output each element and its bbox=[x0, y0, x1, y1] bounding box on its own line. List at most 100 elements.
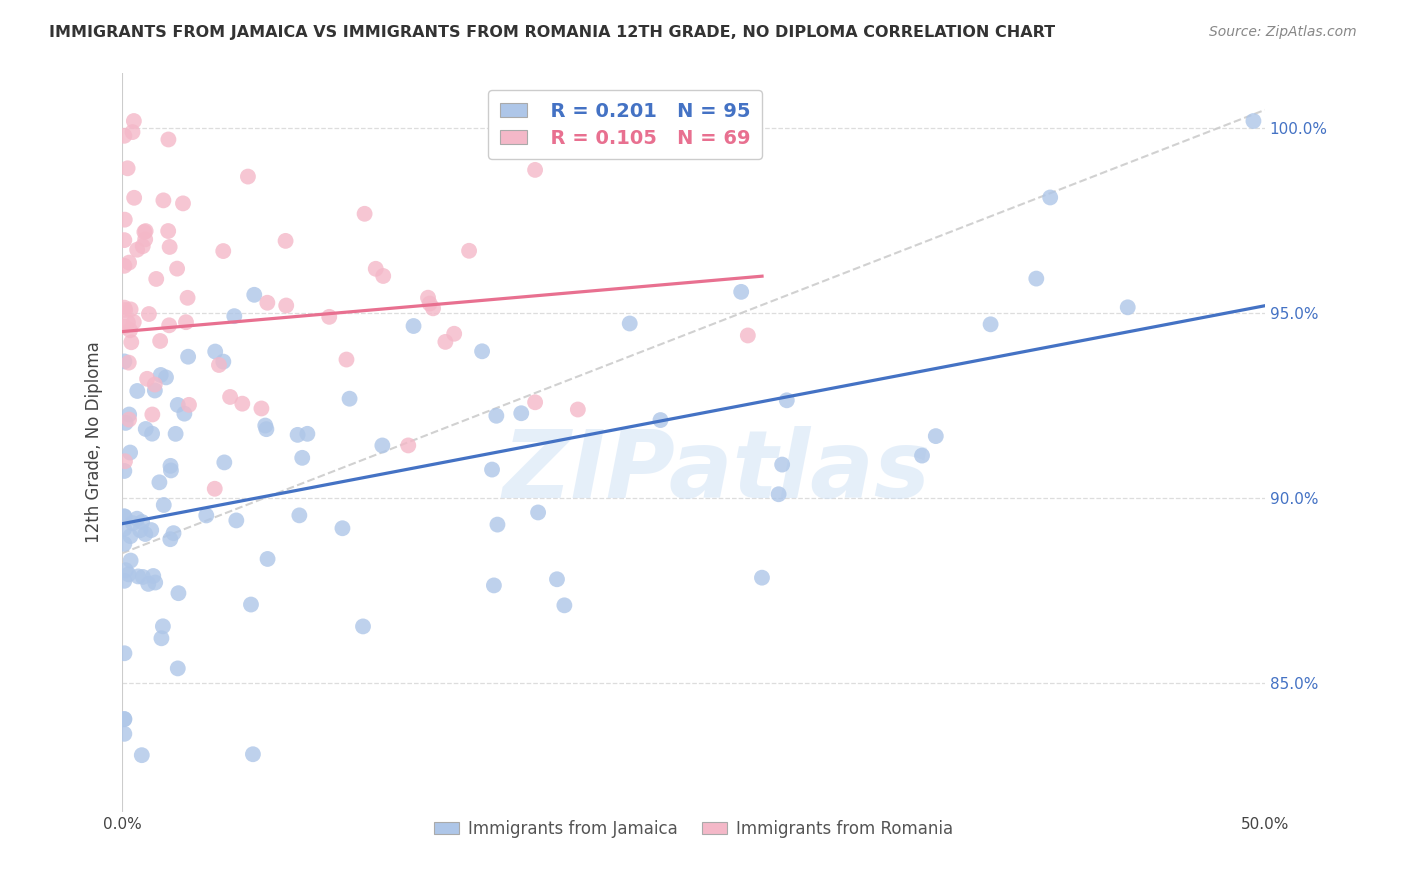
Point bbox=[339, 392, 361, 406]
Point bbox=[112, 509, 135, 524]
Point bbox=[112, 712, 135, 726]
Point bbox=[120, 302, 142, 317]
Point bbox=[117, 161, 139, 176]
Point bbox=[152, 498, 174, 512]
Point bbox=[166, 661, 188, 675]
Point bbox=[1116, 301, 1139, 315]
Point bbox=[114, 563, 136, 577]
Point bbox=[1025, 271, 1047, 285]
Point bbox=[117, 567, 139, 582]
Point bbox=[118, 408, 141, 422]
Point bbox=[152, 194, 174, 208]
Point bbox=[135, 422, 157, 436]
Text: Source: ZipAtlas.com: Source: ZipAtlas.com bbox=[1209, 25, 1357, 39]
Point bbox=[112, 464, 135, 478]
Point bbox=[396, 438, 419, 452]
Point bbox=[1039, 190, 1062, 204]
Point bbox=[143, 377, 166, 392]
Point bbox=[148, 475, 170, 490]
Point bbox=[274, 234, 297, 248]
Point bbox=[114, 303, 136, 318]
Point bbox=[112, 537, 135, 551]
Point bbox=[173, 407, 195, 421]
Point bbox=[482, 578, 505, 592]
Point bbox=[143, 575, 166, 590]
Point bbox=[287, 428, 309, 442]
Point bbox=[288, 508, 311, 523]
Point bbox=[373, 268, 395, 283]
Point bbox=[159, 533, 181, 547]
Point bbox=[149, 368, 172, 382]
Point bbox=[120, 553, 142, 567]
Text: ZIPatlas: ZIPatlas bbox=[502, 426, 931, 518]
Point bbox=[586, 114, 609, 128]
Point bbox=[768, 487, 790, 501]
Point bbox=[152, 619, 174, 633]
Point bbox=[353, 207, 375, 221]
Legend: Immigrants from Jamaica, Immigrants from Romania: Immigrants from Jamaica, Immigrants from… bbox=[427, 813, 959, 844]
Point bbox=[131, 748, 153, 763]
Point bbox=[117, 315, 139, 329]
Point bbox=[112, 128, 135, 143]
Point bbox=[142, 569, 165, 583]
Point bbox=[120, 529, 142, 543]
Point bbox=[112, 522, 135, 536]
Point bbox=[121, 125, 143, 139]
Point bbox=[422, 301, 444, 316]
Point bbox=[510, 406, 533, 420]
Point bbox=[212, 244, 235, 258]
Point bbox=[352, 619, 374, 633]
Point bbox=[127, 569, 149, 583]
Point bbox=[318, 310, 340, 324]
Point bbox=[112, 259, 135, 273]
Point bbox=[553, 599, 575, 613]
Point bbox=[1241, 114, 1264, 128]
Point bbox=[524, 395, 547, 409]
Point bbox=[135, 224, 157, 238]
Point bbox=[162, 526, 184, 541]
Point bbox=[177, 350, 200, 364]
Point bbox=[204, 344, 226, 359]
Point bbox=[402, 318, 425, 333]
Point bbox=[114, 646, 136, 660]
Point bbox=[240, 598, 263, 612]
Point bbox=[155, 370, 177, 384]
Point bbox=[134, 527, 156, 541]
Y-axis label: 12th Grade, No Diploma: 12th Grade, No Diploma bbox=[86, 342, 103, 543]
Point bbox=[118, 412, 141, 426]
Point bbox=[219, 390, 242, 404]
Point bbox=[236, 169, 259, 184]
Point bbox=[297, 426, 319, 441]
Point bbox=[730, 285, 752, 299]
Point bbox=[776, 393, 799, 408]
Point bbox=[485, 409, 508, 423]
Point bbox=[254, 418, 277, 433]
Point bbox=[127, 384, 149, 398]
Point bbox=[159, 240, 181, 254]
Point bbox=[120, 445, 142, 459]
Point bbox=[524, 162, 547, 177]
Point bbox=[176, 291, 198, 305]
Point bbox=[751, 571, 773, 585]
Point bbox=[122, 315, 145, 329]
Point bbox=[291, 450, 314, 465]
Point bbox=[112, 319, 135, 334]
Point bbox=[177, 398, 200, 412]
Point bbox=[443, 326, 465, 341]
Point bbox=[141, 426, 163, 441]
Point bbox=[121, 516, 143, 530]
Point bbox=[136, 372, 159, 386]
Point bbox=[157, 318, 180, 333]
Point bbox=[112, 509, 135, 524]
Text: IMMIGRANTS FROM JAMAICA VS IMMIGRANTS FROM ROMANIA 12TH GRADE, NO DIPLOMA CORREL: IMMIGRANTS FROM JAMAICA VS IMMIGRANTS FR… bbox=[49, 25, 1056, 40]
Point bbox=[250, 401, 273, 416]
Point bbox=[166, 261, 188, 276]
Point bbox=[172, 196, 194, 211]
Point bbox=[136, 577, 159, 591]
Point bbox=[157, 224, 180, 238]
Point bbox=[131, 515, 153, 529]
Point bbox=[118, 255, 141, 269]
Point bbox=[243, 287, 266, 301]
Point bbox=[434, 334, 457, 349]
Point bbox=[129, 523, 152, 537]
